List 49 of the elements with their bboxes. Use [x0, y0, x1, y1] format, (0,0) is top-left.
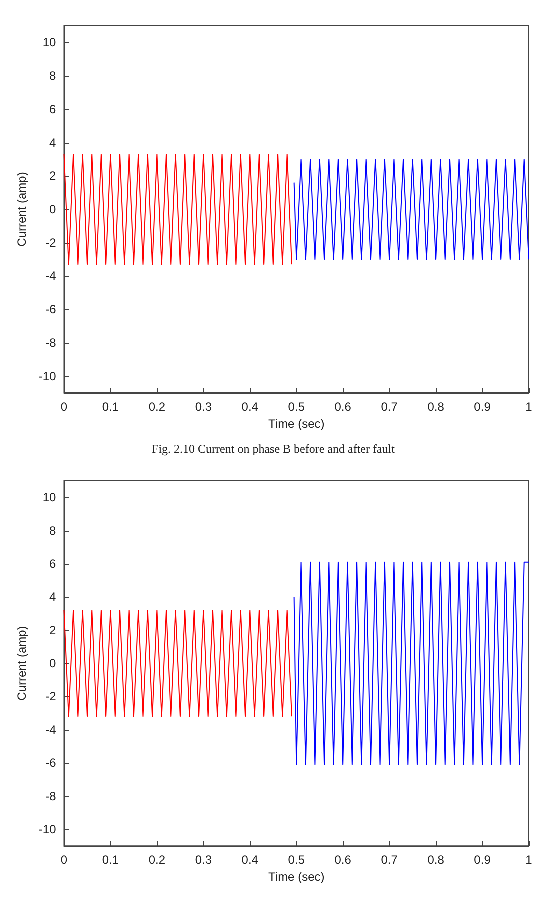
y-tick-label: 6 — [50, 556, 57, 571]
x-axis-title: Time (sec) — [268, 416, 325, 431]
x-tick-label: 0.8 — [428, 853, 445, 868]
y-tick-label: -2 — [46, 690, 57, 704]
x-tick-label: 0.1 — [102, 853, 120, 868]
x-tick-label: 0.2 — [148, 400, 166, 414]
y-tick-label: 6 — [50, 102, 57, 116]
y-tick-label: 10 — [42, 490, 57, 505]
y-tick-label: 0 — [50, 202, 57, 216]
y-tick-label: -4 — [46, 269, 57, 284]
x-tick-label: 1 — [526, 853, 533, 868]
x-tick-label: 0.7 — [381, 853, 398, 868]
y-tick-label: -2 — [46, 236, 57, 250]
y-tick-label: -6 — [46, 302, 57, 317]
y-tick-label: 8 — [50, 524, 57, 538]
y-tick-label: 2 — [50, 623, 57, 638]
x-tick-label: 0.5 — [288, 400, 306, 414]
y-tick-label: -8 — [46, 336, 57, 350]
x-tick-label: 0.4 — [242, 400, 259, 414]
x-tick-label: 0.3 — [195, 400, 212, 414]
y-tick-label: 8 — [50, 69, 57, 84]
x-tick-label: 0.6 — [334, 400, 352, 414]
y-tick-label: -4 — [46, 722, 57, 737]
x-tick-label: 0.3 — [195, 853, 212, 868]
x-tick-label: 0 — [60, 400, 68, 414]
y-tick-label: 4 — [50, 136, 57, 150]
x-tick-label: 0.1 — [102, 400, 120, 414]
x-tick-label: 0.6 — [334, 853, 352, 868]
y-tick-label: -10 — [38, 822, 57, 837]
x-axis-title: Time (sec) — [268, 870, 325, 884]
y-tick-label: -10 — [38, 369, 57, 384]
x-tick-label: 0.4 — [242, 853, 259, 868]
x-tick-label: 0.9 — [474, 853, 492, 868]
y-axis-title: Current (amp) — [15, 626, 29, 701]
x-tick-label: 0.7 — [381, 400, 398, 414]
y-axis-title: Current (amp) — [15, 172, 29, 247]
y-tick-label: 2 — [50, 169, 57, 184]
x-tick-label: 0.5 — [288, 853, 306, 868]
y-tick-label: -6 — [46, 756, 57, 770]
y-tick-label: 10 — [42, 36, 57, 50]
caption: Fig. 2.10 Current on phase B before and after fault — [152, 442, 396, 456]
x-tick-label: 1 — [526, 400, 533, 414]
x-tick-label: 0 — [60, 853, 68, 868]
y-tick-label: 0 — [50, 656, 57, 671]
x-tick-label: 0.2 — [148, 853, 166, 868]
x-tick-label: 0.8 — [428, 400, 445, 414]
y-tick-label: -8 — [46, 789, 57, 804]
x-tick-label: 0.9 — [474, 400, 492, 414]
y-tick-label: 4 — [50, 590, 57, 604]
